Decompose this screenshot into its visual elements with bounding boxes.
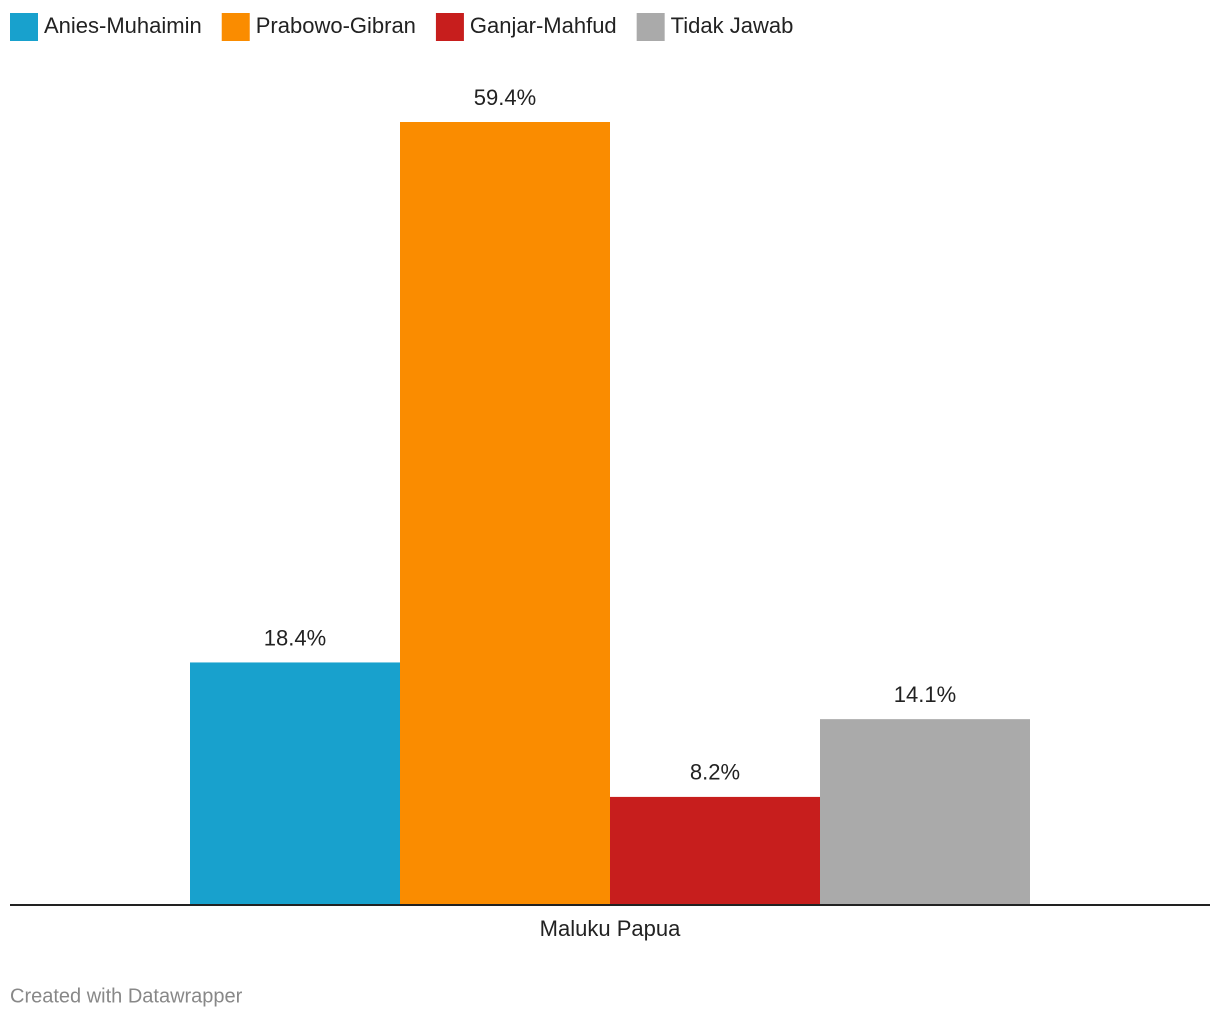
value-label: 8.2% <box>690 760 740 785</box>
legend-swatch <box>10 13 38 41</box>
value-label: 59.4% <box>474 85 536 110</box>
x-tick-label: Maluku Papua <box>540 916 681 941</box>
legend-label: Tidak Jawab <box>671 13 794 38</box>
bar <box>400 122 610 905</box>
bar <box>820 719 1030 905</box>
footer: Created with Datawrapper <box>10 985 243 1007</box>
legend-swatch <box>221 13 250 41</box>
value-label: 18.4% <box>264 625 326 650</box>
legend-label: Prabowo-Gibran <box>256 13 416 38</box>
legend-swatch <box>435 13 464 41</box>
legend-swatch <box>636 13 665 41</box>
value-label: 14.1% <box>894 682 956 707</box>
legend-label: Anies-Muhaimin <box>44 13 202 38</box>
legend-label: Ganjar-Mahfud <box>470 13 617 38</box>
bar <box>190 662 400 905</box>
bar <box>610 796 820 905</box>
